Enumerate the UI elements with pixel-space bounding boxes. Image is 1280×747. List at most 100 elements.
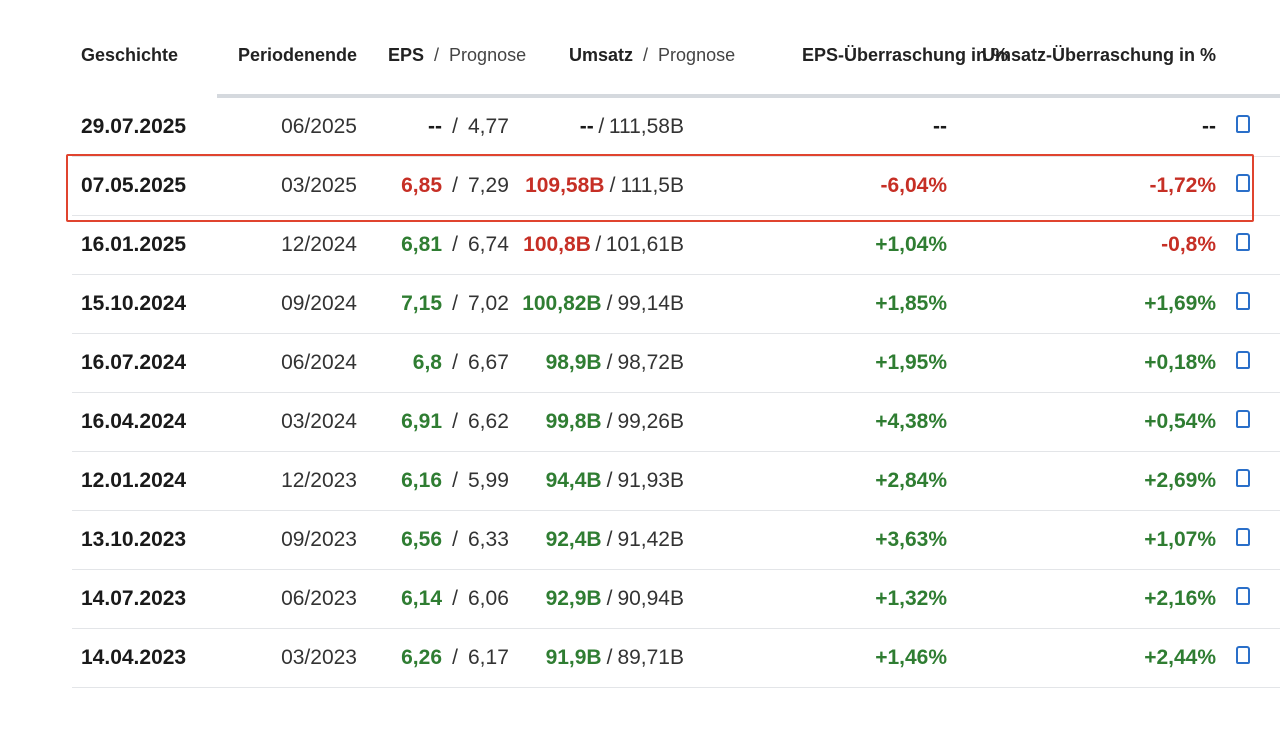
row-revenue-actual: 94,4B — [545, 469, 602, 492]
row-revenue-separator: / — [606, 469, 613, 492]
row-revenue-forecast: 91,42B — [617, 528, 684, 551]
row-eps-forecast: 6,33 — [468, 528, 509, 551]
row-revenue-forecast: 91,93B — [617, 469, 684, 492]
row-eps-forecast: 6,67 — [468, 351, 509, 374]
row-revenue-pair: 98,9B/98,72B — [419, 351, 684, 375]
row-date: 16.04.2024 — [81, 410, 187, 433]
row-revenue-pair: 92,9B / 90,94B — [419, 587, 684, 611]
row-period-end: 12/2024 — [281, 233, 357, 256]
row-revenue-forecast: 98,72B — [617, 351, 684, 374]
row-revenue-separator: / — [606, 292, 613, 315]
thumbs-up-icon[interactable] — [1216, 233, 1260, 257]
row-revenue-pair: 92,4B/91,42B — [419, 528, 684, 552]
thumbs-up-icon[interactable] — [1216, 351, 1260, 375]
row-revenue-surprise: +1,69% — [1144, 292, 1216, 315]
row-eps-forecast: 6,17 — [468, 646, 509, 669]
row-revenue-surprise: +2,16% — [1144, 587, 1216, 610]
row-revenue-separator: / — [606, 646, 613, 669]
row-revenue-separator: / — [606, 351, 613, 374]
row-date: 29.07.2025 — [81, 115, 187, 138]
row-eps-surprise: +1,46% — [875, 646, 947, 669]
header-eps-label: EPS — [388, 44, 425, 65]
header-revenue-label: Umsatz — [569, 44, 634, 65]
row-eps-separator: / — [452, 469, 458, 492]
thumbs-up-icon[interactable] — [1216, 469, 1260, 493]
table-row[interactable]: 16.04.2024 03/2024 6,91/6,62 99,8B/99,26B +4… — [72, 393, 1280, 452]
row-revenue-actual: 98,9B — [545, 351, 602, 374]
header-date[interactable]: Geschichte — [81, 44, 179, 65]
row-eps-separator: / — [452, 587, 458, 610]
row-date: 16.07.2024 — [81, 351, 187, 374]
row-eps-pair: 6,26 / 6,17 — [357, 646, 537, 670]
row-period-end: 03/2023 — [281, 646, 357, 669]
row-eps-surprise: +2,84% — [875, 469, 947, 492]
table-row[interactable]: 07.05.2025 03/2025 6,85/7,29 109,58B/111,5B… — [72, 157, 1280, 216]
header-revenue[interactable]: Umsatz / Prognose — [537, 45, 802, 66]
row-eps-separator: / — [452, 410, 458, 433]
row-revenue-separator: / — [606, 528, 613, 551]
row-revenue-forecast: 99,26B — [617, 410, 684, 433]
row-eps-pair: 6,14 / 6,06 — [357, 587, 537, 611]
row-eps-actual: -- — [428, 115, 442, 138]
header-eps-surprise[interactable]: EPS-Überraschung in % — [802, 44, 1009, 65]
row-eps-forecast: 7,29 — [468, 174, 509, 197]
row-eps-forecast: 6,74 — [468, 233, 509, 256]
row-eps-separator: / — [452, 233, 458, 256]
row-eps-separator: / — [452, 115, 458, 138]
row-revenue-separator: / — [595, 233, 602, 256]
header-eps-forecast: Prognose — [449, 44, 527, 65]
row-revenue-pair: 91,9B/89,71B — [419, 646, 684, 670]
row-revenue-actual: 92,9B — [545, 587, 602, 610]
row-revenue-actual: 91,9B — [545, 646, 602, 669]
row-revenue-forecast: 90,94B — [617, 587, 684, 610]
row-period-end: 03/2024 — [281, 410, 357, 433]
row-eps-actual: 6,16 — [401, 469, 442, 492]
row-date: 15.10.2024 — [81, 292, 187, 315]
row-revenue-pair: 100,8B/101,61B — [419, 233, 684, 257]
row-revenue-actual: -- — [579, 115, 594, 138]
row-eps-pair: 6,8 / 6,67 — [357, 351, 537, 375]
table-header: Geschichte Periodenende EPS / Prognose Ums… — [72, 16, 1280, 94]
row-period-end: 06/2025 — [281, 115, 357, 138]
row-eps-forecast: 5,99 — [468, 469, 509, 492]
table-row[interactable]: 15.10.2024 09/2024 7,15/7,02 100,82B/99,14B… — [72, 275, 1280, 334]
header-revenue-surprise[interactable]: Umsatz-Überraschung in % — [981, 44, 1216, 65]
table-row[interactable]: 12.01.2024 12/2023 6,16/5,99 94,4B/91,93B +2… — [72, 452, 1280, 511]
header-divider — [217, 94, 1280, 98]
row-eps-pair: 6,81 / 6,74 — [357, 233, 537, 257]
header-eps[interactable]: EPS / Prognose — [357, 45, 537, 66]
header-eps-separator: / — [434, 44, 440, 65]
row-revenue-actual: 100,82B — [522, 292, 602, 315]
row-revenue-surprise: +1,07% — [1144, 528, 1216, 551]
thumbs-up-icon[interactable] — [1216, 292, 1260, 316]
thumbs-up-icon[interactable] — [1216, 646, 1260, 670]
row-eps-separator: / — [452, 528, 458, 551]
row-revenue-actual: 99,8B — [545, 410, 602, 433]
thumbs-up-icon[interactable] — [1216, 587, 1260, 611]
table-row[interactable]: 14.04.2023 03/2023 6,26/6,17 91,9B/89,71B +1… — [72, 629, 1280, 688]
row-eps-actual: 6,91 — [401, 410, 442, 433]
row-eps-actual: 6,81 — [401, 233, 442, 256]
thumbs-up-icon[interactable] — [1216, 410, 1260, 434]
row-eps-forecast: 7,02 — [468, 292, 509, 315]
row-eps-separator: / — [452, 646, 458, 669]
table-row[interactable]: 16.07.2024 06/2024 6,8/6,67 98,9B/98,72B +1,… — [72, 334, 1280, 393]
thumbs-up-icon[interactable] — [1216, 174, 1260, 198]
header-revenue-forecast: Prognose — [658, 44, 736, 65]
row-revenue-surprise: +2,69% — [1144, 469, 1216, 492]
row-date: 14.04.2023 — [81, 646, 187, 669]
row-eps-actual: 6,14 — [401, 587, 442, 610]
thumbs-up-icon[interactable] — [1216, 115, 1260, 139]
row-period-end: 09/2023 — [281, 528, 357, 551]
header-period-end[interactable]: Periodenende — [237, 44, 357, 65]
row-period-end: 06/2024 — [281, 351, 357, 374]
table-row[interactable]: 13.10.2023 09/2023 6,56/6,33 92,4B/91,42B +3… — [72, 511, 1280, 570]
row-eps-surprise: +1,85% — [875, 292, 947, 315]
row-date: 12.01.2024 — [81, 469, 187, 492]
table-row[interactable]: 14.07.2023 06/2023 6,14/6,06 92,9B/90,94B +1… — [72, 570, 1280, 629]
row-revenue-separator: / — [598, 115, 605, 138]
table-row[interactable]: 16.01.2025 12/2024 6,81/6,74 100,8B/101,61B… — [72, 216, 1280, 275]
table-row[interactable]: 29.07.2025 06/2025 --/4,77 --/111,58B -- -- — [72, 98, 1280, 157]
row-eps-separator: / — [452, 292, 458, 315]
thumbs-up-icon[interactable] — [1216, 528, 1260, 552]
